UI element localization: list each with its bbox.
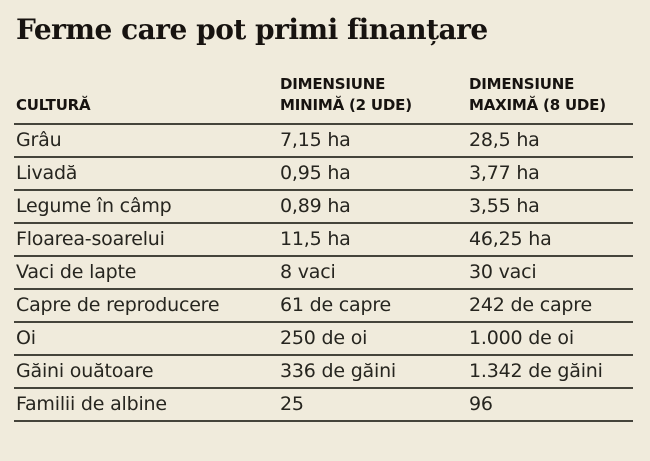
min-size-cell: 0,89 ha [278,190,467,224]
crop-cell: Oi [14,322,278,356]
min-size-cell: 7,15 ha [278,124,467,158]
column-header-min-size-label: DIMENSIUNE MINIMĂ (2 UDE) [280,75,412,114]
max-size-cell: 3,77 ha [467,157,633,191]
table-row: Capre de reproducere 61 de capre 242 de … [14,289,633,323]
crop-cell: Legume în câmp [14,190,278,224]
max-size-cell: 46,25 ha [467,223,633,257]
max-size-cell: 1.000 de oi [467,322,633,356]
table-header-row: CULTURĂ DIMENSIUNE MINIMĂ (2 UDE) DIMENS… [14,48,633,125]
page-title: Ferme care pot primi finanțare [16,13,488,46]
min-size-cell: 250 de oi [278,322,467,356]
min-size-cell: 8 vaci [278,256,467,290]
crop-cell: Găini ouătoare [14,355,278,389]
table-body: Grâu 7,15 ha 28,5 ha Livadă 0,95 ha 3,77… [14,124,633,422]
table-row: Familii de albine 25 96 [14,388,633,422]
crop-cell: Grâu [14,124,278,158]
column-header-max-size: DIMENSIUNE MAXIMĂ (8 UDE) [467,48,633,125]
min-size-cell: 11,5 ha [278,223,467,257]
max-size-cell: 30 vaci [467,256,633,290]
min-size-cell: 0,95 ha [278,157,467,191]
min-size-cell: 61 de capre [278,289,467,323]
max-size-cell: 1.342 de găini [467,355,633,389]
table-row: Găini ouătoare 336 de găini 1.342 de găi… [14,355,633,389]
table-row: Vaci de lapte 8 vaci 30 vaci [14,256,633,290]
crop-cell: Vaci de lapte [14,256,278,290]
min-size-cell: 336 de găini [278,355,467,389]
crop-cell: Familii de albine [14,388,278,422]
max-size-cell: 28,5 ha [467,124,633,158]
column-header-min-size: DIMENSIUNE MINIMĂ (2 UDE) [278,48,467,125]
column-header-max-size-label: DIMENSIUNE MAXIMĂ (8 UDE) [469,75,606,114]
table-row: Livadă 0,95 ha 3,77 ha [14,157,633,191]
table-row: Legume în câmp 0,89 ha 3,55 ha [14,190,633,224]
crop-cell: Floarea-soarelui [14,223,278,257]
farm-financing-table: CULTURĂ DIMENSIUNE MINIMĂ (2 UDE) DIMENS… [14,48,633,422]
table-row: Oi 250 de oi 1.000 de oi [14,322,633,356]
table-row: Floarea-soarelui 11,5 ha 46,25 ha [14,223,633,257]
max-size-cell: 96 [467,388,633,422]
table-row: Grâu 7,15 ha 28,5 ha [14,124,633,158]
crop-cell: Livadă [14,157,278,191]
column-header-crop-label: CULTURĂ [16,96,91,114]
crop-cell: Capre de reproducere [14,289,278,323]
max-size-cell: 3,55 ha [467,190,633,224]
min-size-cell: 25 [278,388,467,422]
column-header-crop: CULTURĂ [14,48,278,125]
max-size-cell: 242 de capre [467,289,633,323]
